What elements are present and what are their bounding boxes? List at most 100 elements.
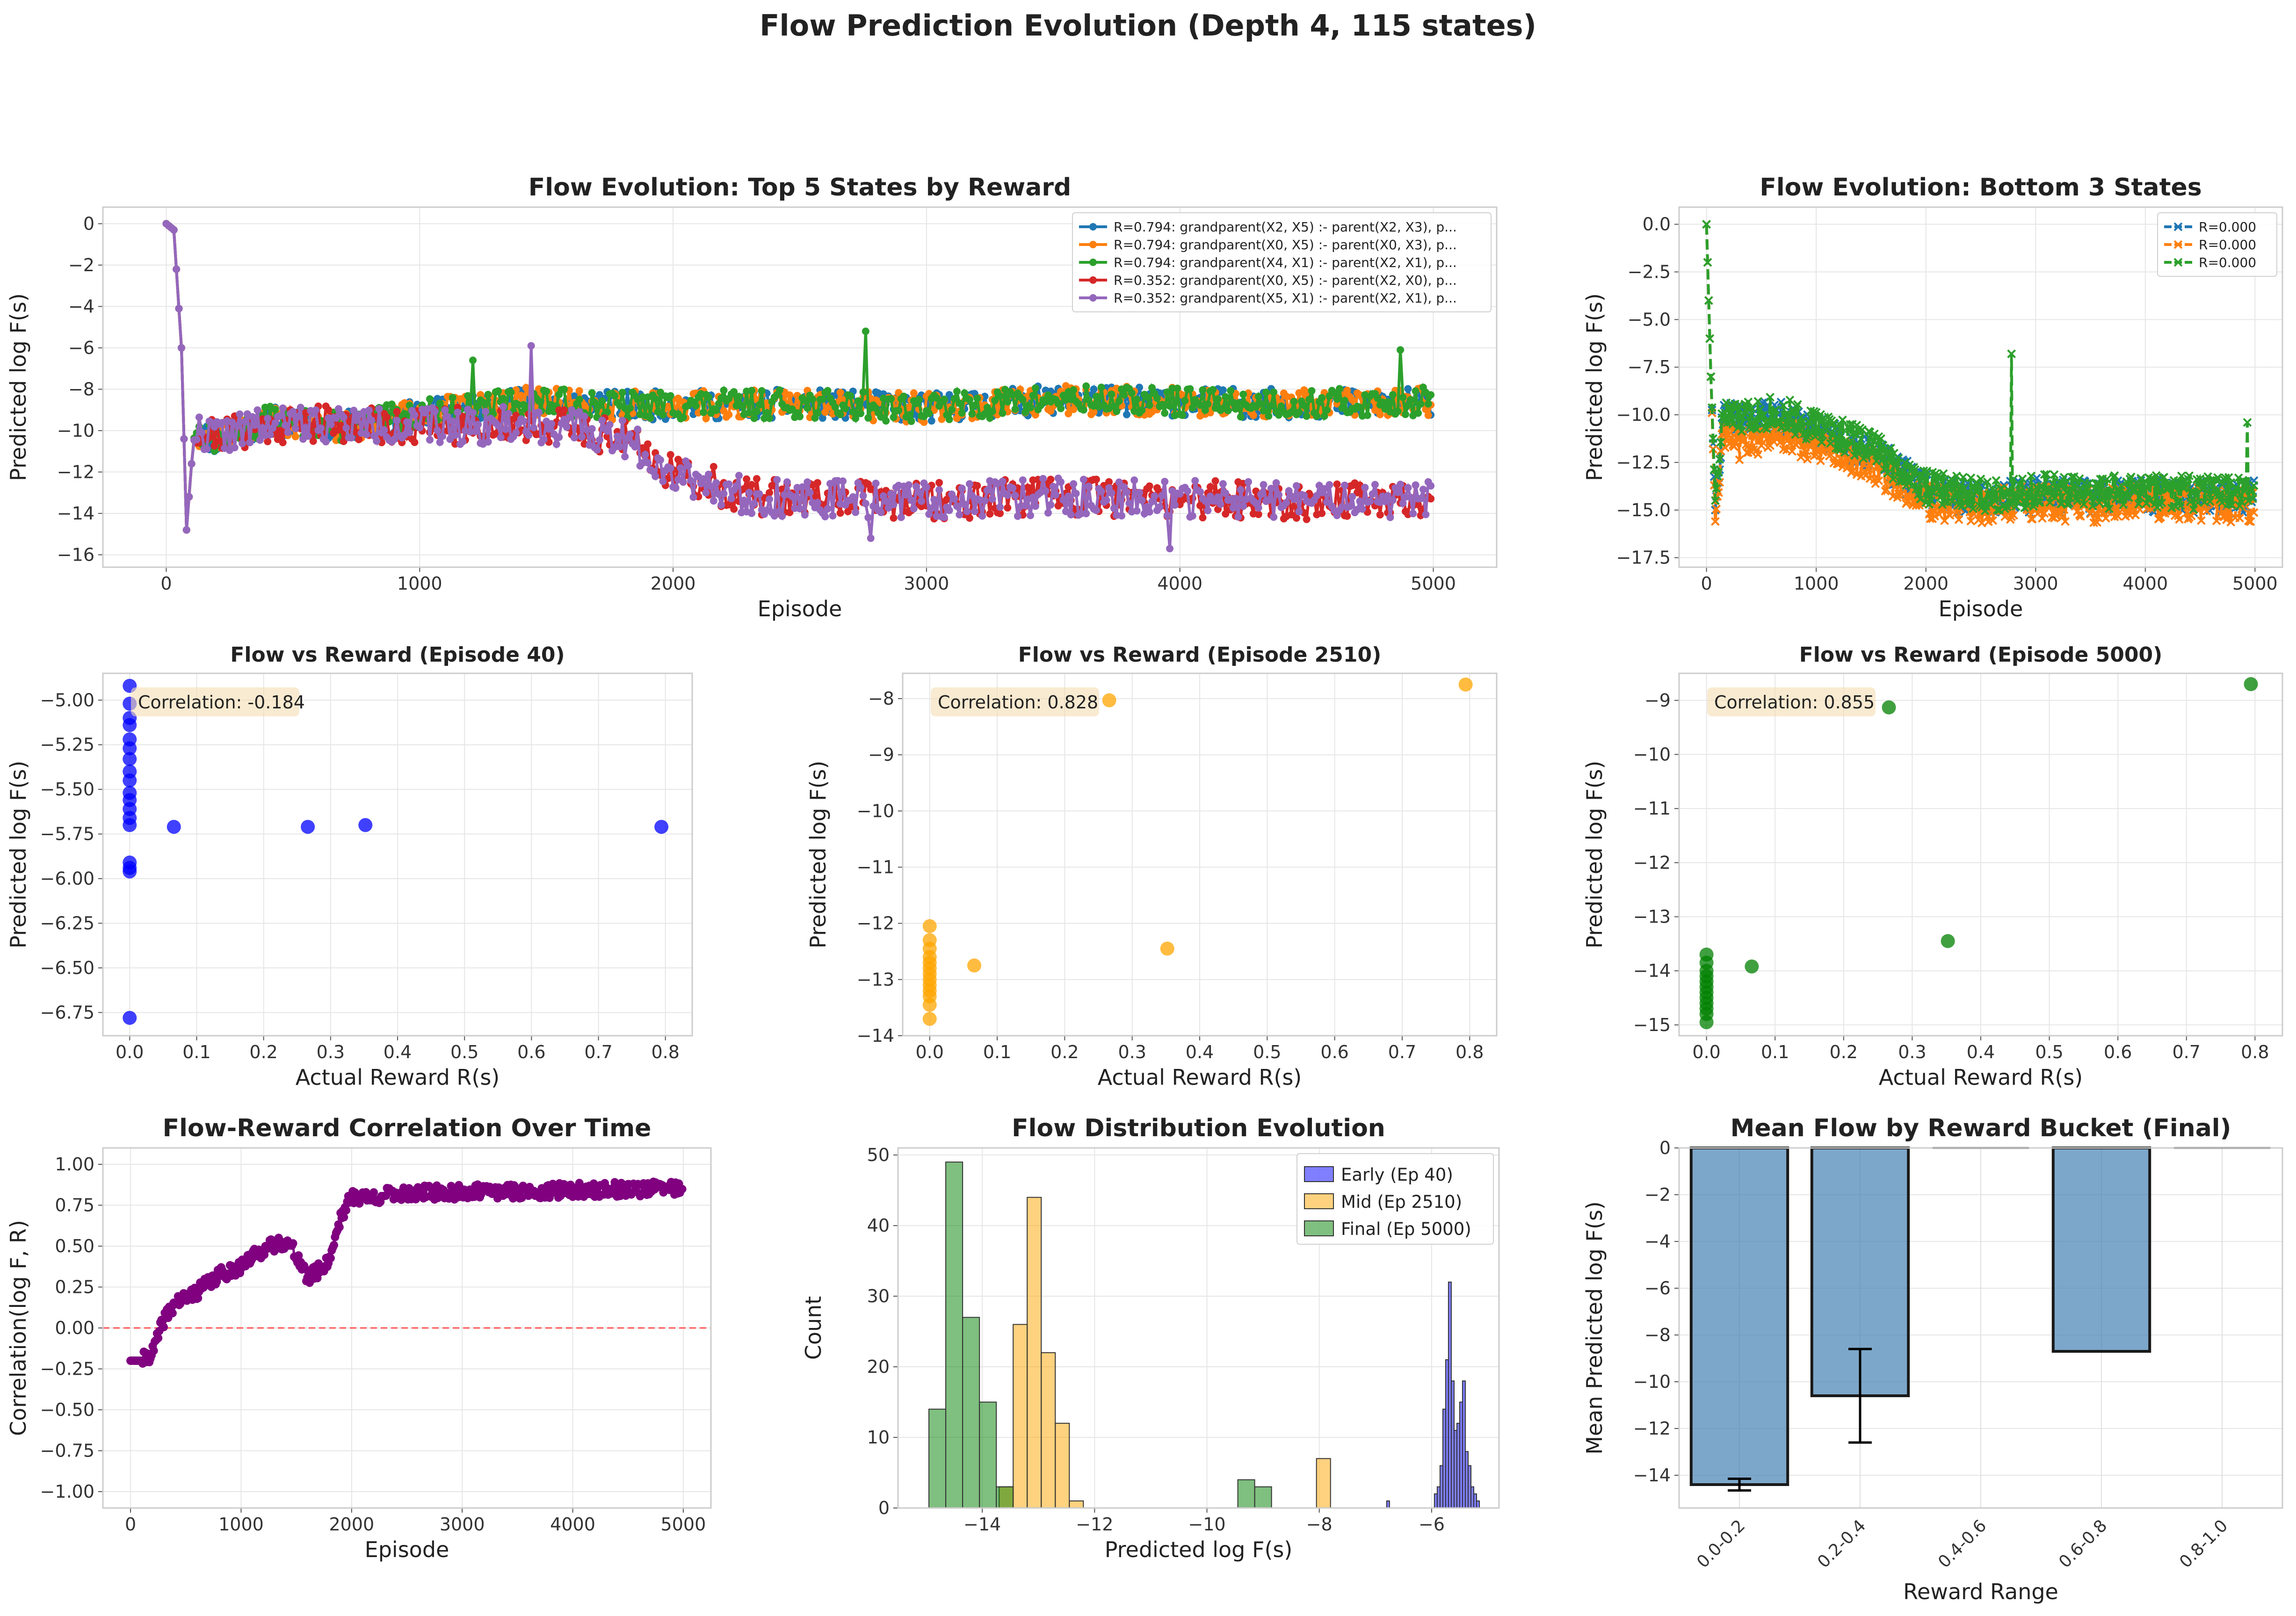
- data-point: [900, 392, 908, 400]
- data-point: [606, 421, 614, 429]
- data-point: [1376, 411, 1384, 418]
- data-point: [801, 397, 809, 404]
- data-point: [469, 356, 477, 364]
- data-point: [978, 512, 986, 520]
- data-point: [804, 478, 811, 486]
- x-tick-label: 0.7: [2173, 1042, 2201, 1062]
- data-point: [180, 435, 188, 443]
- data-point: [927, 417, 935, 425]
- data-point: [732, 482, 740, 490]
- x-tick-label: 0.0: [116, 1042, 144, 1062]
- data-point: [847, 392, 855, 400]
- histogram-bar: [1316, 1458, 1331, 1508]
- data-point: [1222, 489, 1230, 497]
- data-point: [611, 392, 619, 400]
- x-tick-label: −6: [1419, 1514, 1445, 1535]
- data-point: [1097, 383, 1105, 391]
- data-point: [704, 393, 712, 401]
- data-point: [644, 459, 652, 467]
- data-point: [603, 427, 611, 435]
- y-tick-label: −17.5: [1616, 548, 1671, 568]
- data-point: [1424, 411, 1432, 419]
- data-point: [1057, 478, 1065, 486]
- data-point: [765, 489, 773, 497]
- data-point: [983, 486, 991, 494]
- data-point: [241, 418, 249, 426]
- x-tick-label: 0.7: [584, 1042, 612, 1062]
- data-point: [123, 864, 137, 879]
- x-tick-label: 1000: [397, 573, 442, 594]
- data-point: [971, 401, 978, 409]
- data-point: [342, 424, 350, 432]
- data-point: [836, 509, 844, 517]
- data-point: [1072, 490, 1080, 498]
- y-tick-label: −14: [57, 503, 94, 524]
- data-point: [1158, 491, 1166, 499]
- data-point: [859, 492, 867, 500]
- data-point: [804, 404, 811, 412]
- data-point: [393, 417, 401, 425]
- data-point: [818, 395, 826, 403]
- y-axis-label: Predicted log F(s): [1582, 761, 1607, 949]
- y-tick-label: 10: [867, 1427, 890, 1448]
- data-point: [1275, 491, 1283, 499]
- data-point: [1404, 385, 1412, 393]
- data-point: [1419, 485, 1427, 493]
- data-point: [890, 413, 898, 421]
- histogram-bar: [1055, 1422, 1070, 1508]
- data-point: [416, 424, 424, 432]
- data-point: [862, 499, 869, 507]
- data-point: [520, 417, 528, 425]
- data-point: [203, 445, 211, 453]
- x-tick-label: 0.3: [1118, 1042, 1146, 1062]
- data-point: [1229, 504, 1237, 512]
- data-point: [1004, 398, 1012, 406]
- data-point: [1340, 481, 1348, 489]
- data-point: [484, 390, 492, 398]
- data-point: [725, 480, 733, 488]
- x-tick-label: 4000: [550, 1514, 595, 1535]
- data-point: [170, 226, 178, 234]
- data-point: [1145, 482, 1153, 490]
- data-point: [504, 410, 512, 418]
- data-point: [1384, 398, 1392, 406]
- data-point: [302, 424, 310, 432]
- data-point: [750, 414, 758, 422]
- data-point: [393, 408, 401, 416]
- data-point: [1047, 476, 1055, 483]
- data-point: [603, 408, 611, 416]
- x-axis-label: Episode: [758, 596, 842, 621]
- data-point: [933, 394, 941, 402]
- data-point: [945, 506, 953, 514]
- data-point: [877, 508, 885, 516]
- data-point: [383, 413, 391, 421]
- data-point: [388, 400, 396, 408]
- data-point: [720, 386, 728, 394]
- x-tick-label: 0: [125, 1514, 136, 1535]
- data-point: [1130, 476, 1138, 484]
- data-point: [294, 413, 302, 421]
- panel-p1: 0 1000 2000 3000 4000 50000−2−4−6−8−10−12−14−…: [6, 173, 1498, 621]
- y-tick-label: −15: [1633, 1015, 1671, 1035]
- data-point: [1082, 382, 1090, 390]
- data-point: [672, 484, 680, 492]
- data-point: [857, 483, 865, 491]
- data-point: [657, 456, 664, 464]
- data-point: [700, 408, 708, 416]
- data-point: [922, 1011, 937, 1026]
- data-point: [411, 438, 419, 446]
- data-point: [666, 392, 674, 400]
- data-point: [1156, 503, 1164, 511]
- data-point: [1348, 493, 1356, 501]
- x-tick-label: 0.3: [1898, 1042, 1926, 1062]
- data-point: [836, 389, 844, 397]
- data-point: [1406, 396, 1414, 404]
- data-point: [968, 410, 976, 418]
- x-tick-label: 3000: [2013, 573, 2058, 594]
- data-point: [1125, 499, 1133, 507]
- data-point: [1401, 411, 1409, 418]
- data-point: [973, 394, 981, 402]
- data-point: [297, 404, 304, 411]
